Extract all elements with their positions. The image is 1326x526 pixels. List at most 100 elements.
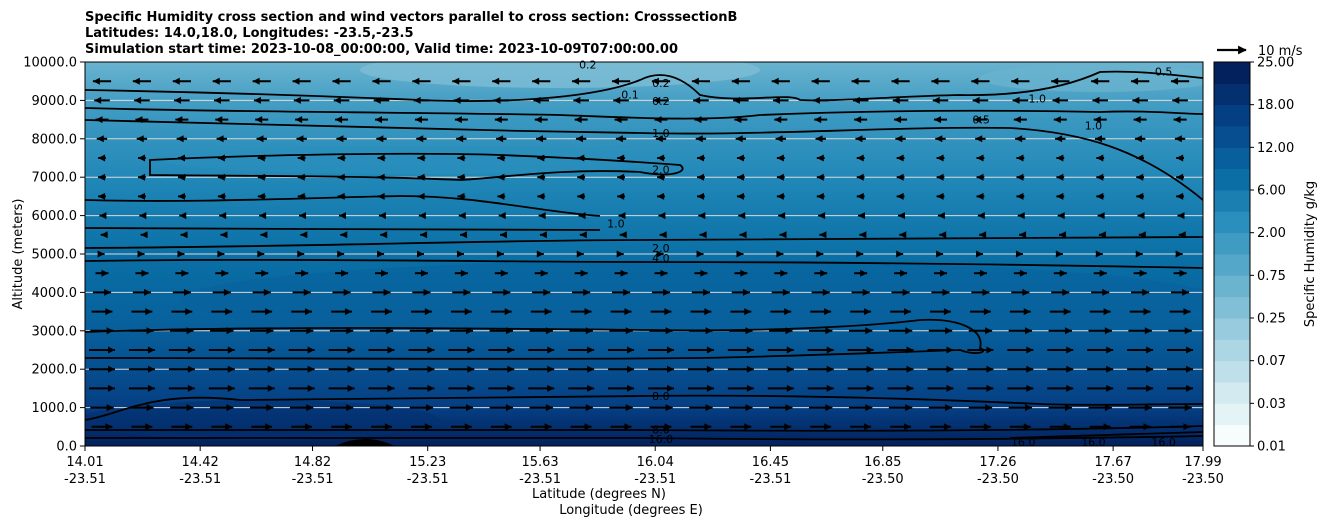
colorbar-swatch	[1214, 104, 1250, 127]
x-tick-label-lat: 16.85	[864, 455, 901, 470]
wind-vector	[896, 250, 904, 258]
wind-vector	[208, 384, 235, 392]
colorbar-swatch	[1214, 360, 1250, 383]
wind-vector	[975, 135, 986, 143]
wind-vector-head	[1172, 96, 1180, 104]
wind-vector-head	[346, 327, 354, 335]
moist-layer-lower	[180, 260, 1203, 340]
wind-vector-head	[293, 96, 301, 104]
wind-vector	[537, 173, 546, 181]
wind-vector	[648, 346, 674, 354]
x-tick-label-lat: 15.23	[409, 455, 446, 470]
x-axis: 14.01 -23.51 14.42 -23.51 14.82 -23.51 15.23 -2…	[64, 446, 1224, 487]
wind-vector	[888, 327, 913, 335]
wind-vector-head	[380, 231, 388, 239]
wind-vector	[1048, 327, 1072, 335]
wind-vector	[1051, 288, 1070, 296]
wind-vector-head	[862, 288, 870, 296]
wind-vector	[973, 116, 987, 124]
wind-vector-head	[1133, 116, 1141, 124]
wind-vector-head	[145, 308, 153, 316]
wind-vector	[1016, 173, 1025, 181]
wind-vector	[856, 173, 865, 181]
wind-vector	[1007, 346, 1034, 354]
wind-vector	[1169, 423, 1191, 431]
wind-vector-head	[899, 231, 907, 239]
wind-vector-head	[986, 384, 994, 392]
wind-vector	[375, 116, 388, 124]
wind-vector-head	[617, 173, 625, 181]
wind-vector-head	[1015, 250, 1023, 258]
wind-vector-head	[776, 154, 784, 162]
wind-vector	[409, 404, 434, 412]
colorbar-swatch	[1214, 147, 1250, 170]
wind-vector	[1134, 135, 1146, 143]
wind-vector-head	[146, 404, 154, 412]
contour-1.0-mid	[85, 195, 601, 217]
wind-vector-head	[892, 96, 900, 104]
wind-vector	[288, 346, 315, 354]
wind-vector	[1056, 192, 1065, 200]
wind-vector-head	[500, 269, 508, 277]
wind-vector-head	[186, 327, 194, 335]
wind-vector	[338, 212, 346, 220]
wind-vector	[659, 231, 667, 239]
y-tick-label: 7000.0	[32, 171, 78, 186]
wind-vector-head	[825, 327, 833, 335]
wind-vector-head	[825, 404, 833, 412]
wind-vector	[735, 135, 747, 143]
wind-vector	[772, 96, 789, 104]
wind-vector	[972, 96, 989, 104]
wind-vector	[734, 269, 748, 277]
wind-vector-head	[826, 384, 834, 392]
wind-vector	[180, 231, 188, 239]
wind-vector-head	[104, 288, 112, 296]
wind-vector-head	[979, 231, 987, 239]
wind-vector	[212, 77, 231, 85]
wind-vector	[936, 154, 945, 162]
wind-vector	[769, 404, 793, 412]
wind-vector-head	[417, 250, 425, 258]
wind-vector	[1007, 365, 1034, 373]
wind-vector	[414, 269, 428, 277]
wind-vector-head	[771, 77, 779, 85]
wind-vector-head	[139, 212, 147, 220]
wind-vector-head	[386, 404, 394, 412]
wind-vector	[574, 116, 588, 124]
wind-vector	[856, 154, 865, 162]
wind-vector	[1091, 288, 1110, 296]
wind-vector	[691, 288, 711, 296]
wind-vector	[489, 404, 513, 412]
colorbar: 0.01 0.03 0.07 0.25 0.75 2.00 6.00 12.00 18.00 25…	[1213, 56, 1294, 455]
wind-vector-head	[424, 308, 432, 316]
wind-vector-head	[1176, 192, 1184, 200]
wind-vector-head	[775, 135, 783, 143]
wind-vectors	[89, 77, 1194, 431]
wind-vector-head	[1019, 269, 1027, 277]
wind-vector-head	[667, 365, 674, 373]
wind-vector	[331, 423, 352, 431]
chart-title-line-2: Latitudes: 14.0,18.0, Longitudes: -23.5,…	[85, 26, 414, 41]
wind-vector	[856, 250, 864, 258]
wind-vector	[412, 288, 431, 296]
wind-vector	[532, 288, 551, 296]
wind-vector-head	[377, 250, 385, 258]
contour-label: 0.2	[652, 77, 670, 90]
wind-vector-head	[1091, 77, 1099, 85]
wind-vector-head	[906, 365, 914, 373]
wind-vector-head	[691, 77, 699, 85]
wind-vector-head	[547, 346, 555, 354]
wind-vector-head	[1066, 346, 1074, 354]
wind-vector	[1088, 404, 1112, 412]
wind-vector-head	[424, 423, 432, 431]
wind-vector-head	[971, 77, 979, 85]
wind-vector	[807, 384, 834, 392]
wind-vector-head	[1056, 154, 1064, 162]
wind-vector	[810, 423, 832, 431]
wind-vector	[1127, 346, 1154, 354]
wind-vector-head	[945, 327, 953, 335]
x-tick-label-lon: -23.51	[179, 472, 221, 487]
wind-vector-head	[414, 116, 422, 124]
wind-vector-head	[177, 192, 185, 200]
wind-vector-head	[377, 154, 385, 162]
